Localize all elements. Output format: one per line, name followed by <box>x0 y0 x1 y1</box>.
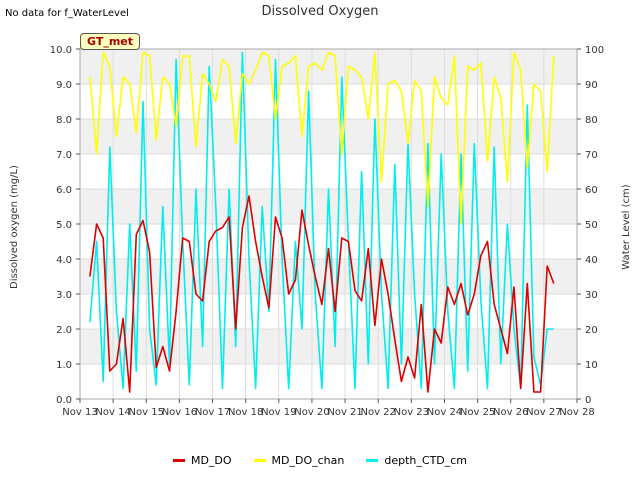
y2-tick-label: 20 <box>585 325 598 336</box>
y-tick-label: 4.0 <box>56 255 72 266</box>
y-axis-label: Dissolved oxygen (mg/L) <box>9 165 20 289</box>
y2-tick-label: 40 <box>585 255 598 266</box>
x-tick-label: Nov 24 <box>427 407 462 418</box>
x-tick-label: Nov 28 <box>559 407 594 418</box>
legend-label: MD_DO <box>190 454 232 467</box>
legend-swatch <box>253 459 266 462</box>
y-tick-label: 8.0 <box>56 115 72 126</box>
x-tick-label: Nov 14 <box>95 407 130 418</box>
y-tick-label: 9.0 <box>56 80 72 91</box>
x-tick-label: Nov 25 <box>460 407 495 418</box>
no-data-note: No data for f_WaterLevel <box>5 8 129 19</box>
legend-item-depth-ctd: depth_CTD_cm <box>366 454 467 467</box>
y2-tick-label: 10 <box>585 360 598 371</box>
x-tick-label: Nov 23 <box>394 407 429 418</box>
x-tick-label: Nov 21 <box>327 407 362 418</box>
y-tick-label: 7.0 <box>56 150 72 161</box>
legend-label: MD_DO_chan <box>271 454 345 467</box>
legend-swatch <box>366 459 379 462</box>
right-axis: 0 10 20 30 40 50 60 70 80 90 100 <box>577 45 604 406</box>
legend-item-md-do-chan: MD_DO_chan <box>253 454 345 467</box>
y2-tick-label: 70 <box>585 150 598 161</box>
legend-item-md-do: MD_DO <box>172 454 232 467</box>
x-tick-label: Nov 27 <box>526 407 561 418</box>
series-lines <box>89 51 555 393</box>
y2-tick-label: 80 <box>585 115 598 126</box>
y-tick-label: 0.0 <box>56 395 72 406</box>
y-tick-label: 2.0 <box>56 325 72 336</box>
x-tick-label: Nov 19 <box>261 407 296 418</box>
y2-tick-label: 50 <box>585 220 598 231</box>
x-tick-label: Nov 17 <box>195 407 230 418</box>
y2-tick-label: 90 <box>585 80 598 91</box>
y-tick-label: 3.0 <box>56 290 72 301</box>
x-tick-label: Nov 16 <box>162 407 197 418</box>
y-tick-label: 10.0 <box>50 45 72 56</box>
site-label-badge: GT_met <box>80 33 141 50</box>
left-axis: 0.0 1.0 2.0 3.0 4.0 5.0 6.0 7.0 8.0 9.0 10.0 <box>50 45 80 406</box>
series-line-depth-ctd-cm <box>89 51 554 390</box>
legend-swatch <box>172 459 185 462</box>
x-tick-label: Nov 22 <box>360 407 395 418</box>
x-tick-label: Nov 26 <box>493 407 528 418</box>
series-line-md-do <box>89 195 555 393</box>
x-tick-label: Nov 18 <box>228 407 263 418</box>
y-tick-label: 5.0 <box>56 220 72 231</box>
x-tick-label: Nov 13 <box>62 407 97 418</box>
y-tick-label: 1.0 <box>56 360 72 371</box>
x-tick-label: Nov 15 <box>129 407 164 418</box>
y2-tick-label: 100 <box>585 45 604 56</box>
x-tick-label: Nov 20 <box>294 407 329 418</box>
chart-title: Dissolved Oxygen <box>261 4 379 19</box>
y2-tick-label: 0 <box>585 395 591 406</box>
y2-tick-label: 60 <box>585 185 598 196</box>
legend: MD_DO MD_DO_chan depth_CTD_cm <box>0 454 640 467</box>
y2-axis-label: Water Level (cm) <box>621 184 632 269</box>
legend-label: depth_CTD_cm <box>384 454 468 467</box>
grid-band <box>80 259 577 294</box>
y-tick-label: 6.0 <box>56 185 72 196</box>
y2-tick-label: 30 <box>585 290 598 301</box>
series-line-md-do-chan <box>89 51 555 225</box>
